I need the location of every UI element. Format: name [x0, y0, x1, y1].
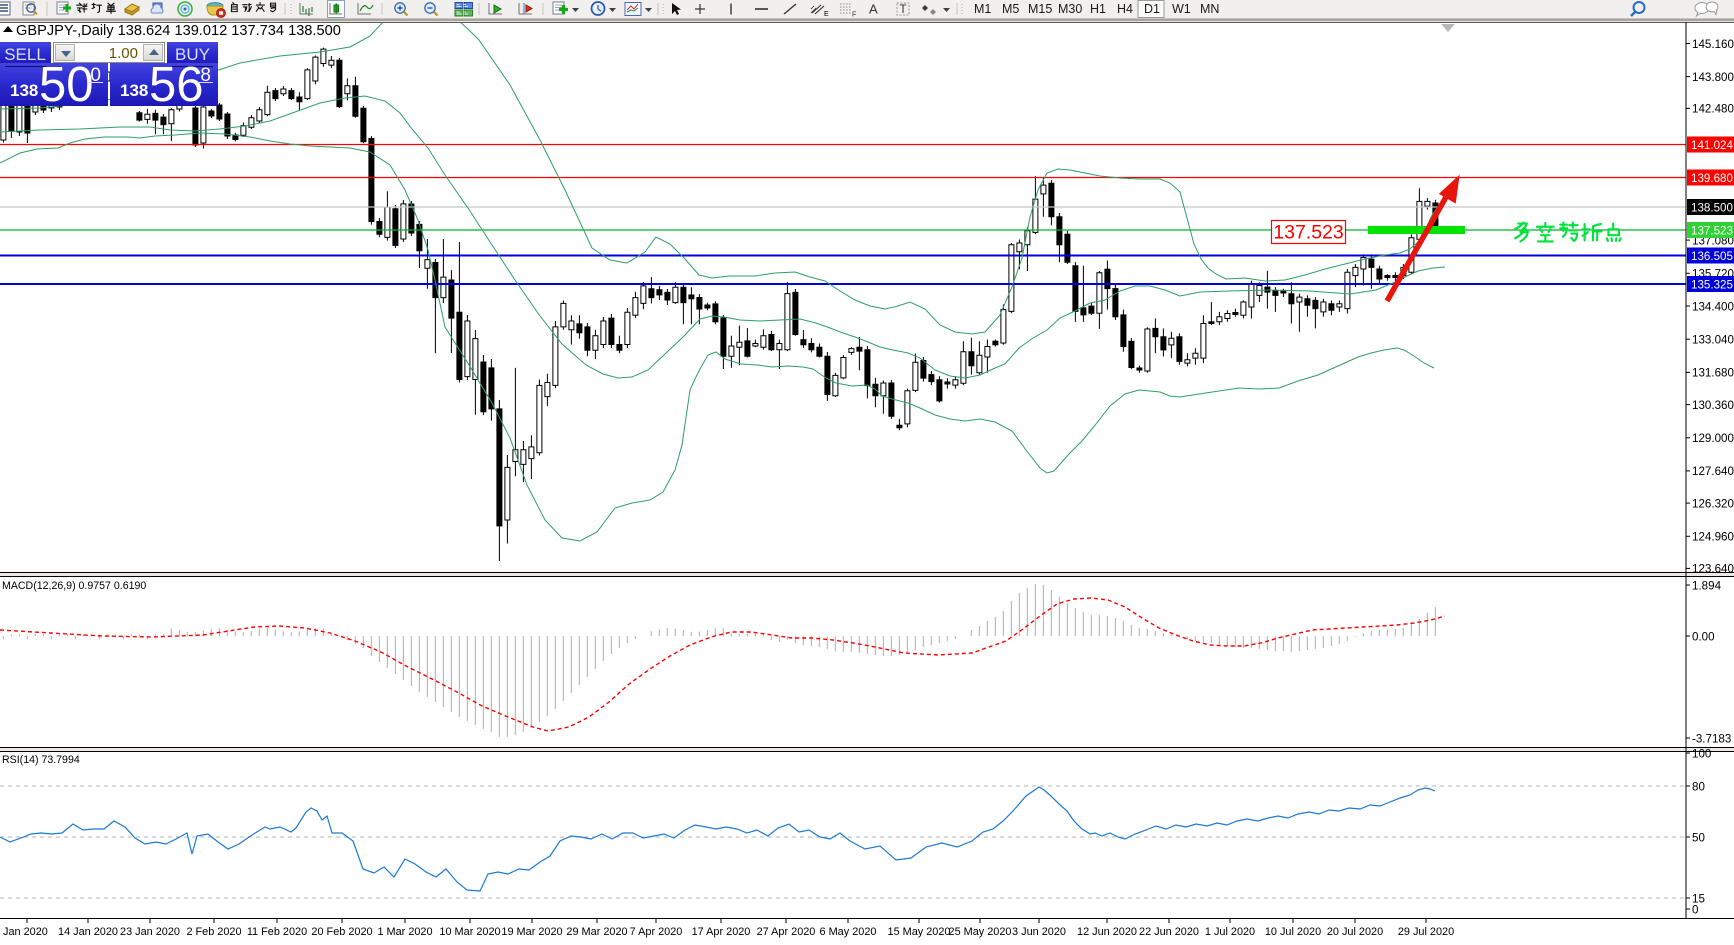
svg-text:138.500: 138.500	[1691, 201, 1733, 214]
svg-text:22 Jun 2020: 22 Jun 2020	[1139, 926, 1199, 938]
svg-text:139.680: 139.680	[1691, 172, 1733, 185]
svg-text:M1: M1	[974, 2, 991, 16]
svg-text:D1: D1	[1144, 2, 1160, 16]
svg-text:3 Jun 2020: 3 Jun 2020	[1012, 926, 1066, 938]
svg-text:GBPJPY-,Daily 138.624 139.012: GBPJPY-,Daily 138.624 139.012 137.734 13…	[16, 23, 341, 39]
svg-text:145.160: 145.160	[1692, 38, 1734, 51]
svg-text:H4: H4	[1117, 2, 1133, 16]
svg-text:134.400: 134.400	[1692, 300, 1734, 313]
svg-text:0.00: 0.00	[1692, 630, 1715, 643]
svg-text:129.000: 129.000	[1692, 432, 1734, 445]
svg-text:131.680: 131.680	[1692, 367, 1734, 380]
svg-text:124.960: 124.960	[1692, 531, 1734, 544]
svg-text:136.505: 136.505	[1691, 250, 1733, 263]
svg-text:135.325: 135.325	[1691, 278, 1733, 291]
svg-text:137.523: 137.523	[1691, 224, 1733, 237]
svg-text:6 May 2020: 6 May 2020	[820, 926, 877, 938]
svg-text:MN: MN	[1200, 2, 1219, 16]
svg-text:100: 100	[1692, 747, 1711, 760]
svg-text:141.024: 141.024	[1691, 139, 1733, 152]
svg-text:MACD(12,26,9) 0.9757 0.6190: MACD(12,26,9) 0.9757 0.6190	[2, 580, 146, 592]
svg-text:10 Mar 2020: 10 Mar 2020	[439, 926, 500, 938]
svg-text:15: 15	[1692, 892, 1705, 905]
svg-text:H1: H1	[1090, 2, 1106, 16]
svg-text:10 Jul 2020: 10 Jul 2020	[1265, 926, 1321, 938]
svg-text:A: A	[869, 2, 878, 17]
svg-text:127.640: 127.640	[1692, 465, 1734, 478]
svg-text:20 Feb 2020: 20 Feb 2020	[311, 926, 372, 938]
svg-text:M5: M5	[1002, 2, 1019, 16]
svg-text:29 Jul 2020: 29 Jul 2020	[1398, 926, 1454, 938]
svg-text:W1: W1	[1172, 2, 1191, 16]
svg-text:27 Apr 2020: 27 Apr 2020	[757, 926, 816, 938]
svg-text:80: 80	[1692, 780, 1705, 793]
svg-text:25 May 2020: 25 May 2020	[949, 926, 1012, 938]
svg-text:7 Apr 2020: 7 Apr 2020	[630, 926, 683, 938]
svg-text:126.320: 126.320	[1692, 497, 1734, 510]
svg-text:17 Apr 2020: 17 Apr 2020	[692, 926, 751, 938]
svg-text:15 May 2020: 15 May 2020	[888, 926, 951, 938]
svg-text:130.360: 130.360	[1692, 399, 1734, 412]
svg-text:2 Feb 2020: 2 Feb 2020	[186, 926, 241, 938]
svg-text:142.480: 142.480	[1692, 103, 1734, 116]
svg-text:143.800: 143.800	[1692, 71, 1734, 84]
svg-text:14 Jan 2020: 14 Jan 2020	[58, 926, 118, 938]
svg-text:RSI(14) 73.7994: RSI(14) 73.7994	[2, 754, 80, 766]
svg-text:1.894: 1.894	[1692, 579, 1722, 592]
svg-text:29 Mar 2020: 29 Mar 2020	[566, 926, 627, 938]
svg-text:137.523: 137.523	[1273, 222, 1344, 244]
svg-text:Jan 2020: Jan 2020	[3, 926, 48, 938]
svg-text:133.040: 133.040	[1692, 334, 1734, 347]
svg-text:12 Jun 2020: 12 Jun 2020	[1077, 926, 1137, 938]
svg-text:20 Jul 2020: 20 Jul 2020	[1327, 926, 1383, 938]
svg-text:F: F	[852, 12, 856, 19]
svg-text:M15: M15	[1028, 2, 1052, 16]
svg-text:50: 50	[1692, 831, 1705, 844]
svg-text:E: E	[824, 11, 829, 18]
svg-text:23 Jan 2020: 23 Jan 2020	[120, 926, 180, 938]
svg-text:11 Feb 2020: 11 Feb 2020	[247, 926, 307, 938]
svg-text:T: T	[900, 4, 907, 16]
svg-text:-3.7183: -3.7183	[1692, 732, 1731, 745]
svg-text:M30: M30	[1058, 2, 1082, 16]
svg-text:0: 0	[1692, 903, 1698, 916]
svg-text:1 Jul 2020: 1 Jul 2020	[1205, 926, 1255, 938]
svg-text:1 Mar 2020: 1 Mar 2020	[377, 926, 432, 938]
svg-text:19 Mar 2020: 19 Mar 2020	[501, 926, 562, 938]
svg-text:123.640: 123.640	[1692, 563, 1734, 576]
